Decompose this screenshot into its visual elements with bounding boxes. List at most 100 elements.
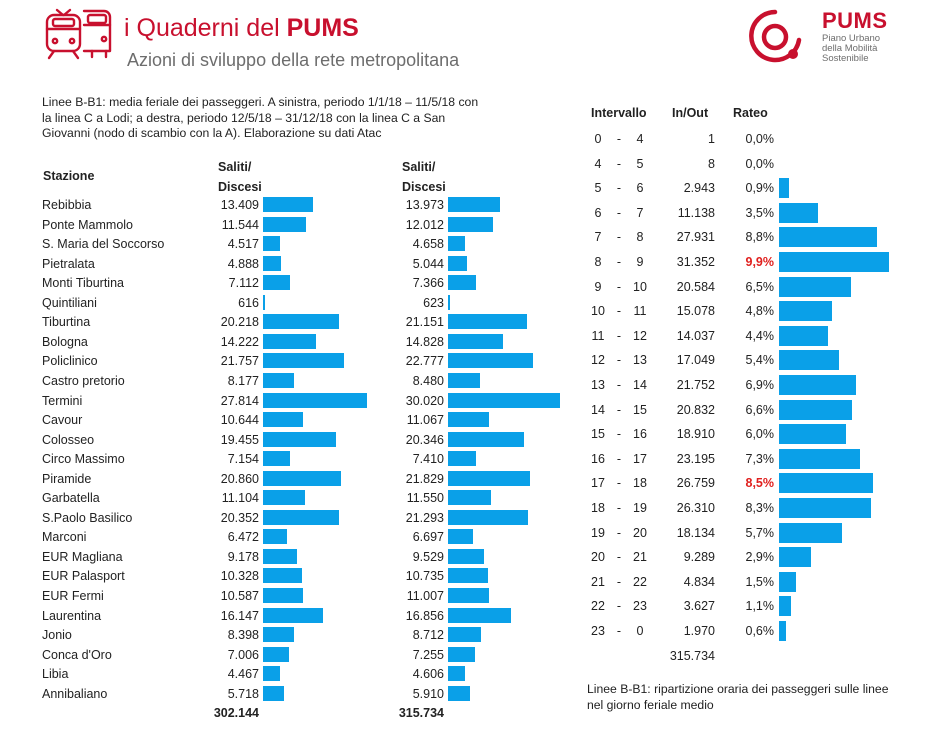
hour-bar <box>779 202 818 223</box>
value-label: 7.154 <box>227 452 259 467</box>
station-bar <box>448 236 466 252</box>
value-label: 14.222 <box>220 334 259 349</box>
logo-desc-line: della Mobilità <box>822 43 878 54</box>
hour-bar <box>779 473 874 494</box>
station-label: Annibaliano <box>42 686 108 701</box>
interval-from: 12 <box>591 353 605 368</box>
interval-from: 11 <box>591 328 605 343</box>
value-label: 7.112 <box>228 276 259 291</box>
value-label: 623 <box>423 295 444 310</box>
station-bar <box>263 275 290 291</box>
inout-value: 20.832 <box>676 402 715 417</box>
station-bar <box>263 568 302 584</box>
interval-from: 10 <box>591 304 605 319</box>
station-bar <box>448 568 489 584</box>
page-title: i Quaderni del PUMS <box>124 14 359 43</box>
station-bar <box>448 646 476 662</box>
station-label: EUR Palasport <box>42 569 125 584</box>
rate-label: 1,5% <box>745 574 775 589</box>
interval-to: 0 <box>636 624 644 638</box>
value-label: 11.067 <box>406 413 444 428</box>
value-label: 11.550 <box>406 491 444 506</box>
station-bar <box>448 607 511 623</box>
interval-to: 12 <box>633 328 647 343</box>
station-bar <box>263 255 282 271</box>
interval-separator: - <box>616 525 622 540</box>
rate-label: 4,8% <box>745 304 775 319</box>
value-label: 14.828 <box>405 334 444 349</box>
value-label: 27.814 <box>220 393 259 408</box>
interval-to: 10 <box>633 279 647 294</box>
value-label: 7.255 <box>412 647 444 662</box>
rate-label: 5,7% <box>745 525 775 540</box>
rate-label: 8,5% <box>745 476 775 491</box>
inout-value: 31.352 <box>676 255 715 269</box>
station-bar <box>448 392 561 408</box>
interval-to: 23 <box>633 599 647 614</box>
station-label: Jonio <box>42 628 72 643</box>
train-bus-icon <box>45 8 112 60</box>
inout-value: 1 <box>708 132 715 146</box>
interval-separator: - <box>616 550 622 565</box>
interval-from: 4 <box>594 156 602 171</box>
hour-bar <box>779 424 846 445</box>
right-chart-caption: Linee B-B1: ripartizione oraria dei pass… <box>587 682 889 712</box>
rate-label: 1,1% <box>745 599 775 614</box>
interval-from: 16 <box>591 451 605 466</box>
station-label: Policlinico <box>42 354 98 369</box>
value-label: 7.006 <box>227 647 259 662</box>
value-label: 20.218 <box>220 315 259 330</box>
value-label: 10.735 <box>405 569 444 584</box>
station-label: EUR Fermi <box>42 589 104 603</box>
value-label: 13.409 <box>220 198 259 212</box>
title-bold: PUMS <box>286 14 359 42</box>
interval-to: 13 <box>633 353 647 368</box>
value-label: 21.829 <box>405 471 444 486</box>
inout-value: 2.943 <box>683 181 715 196</box>
interval-from: 20 <box>591 550 605 565</box>
interval-separator: - <box>616 181 622 196</box>
value-label: 8.712 <box>412 628 444 643</box>
hour-bar <box>779 325 828 346</box>
station-label: Monti Tiburtina <box>42 276 124 291</box>
station-bar <box>448 353 534 369</box>
logo-description: Piano Urbano della Mobilità Sostenibile <box>822 34 922 64</box>
interval-header: Intervallo <box>591 106 647 120</box>
interval-from: 8 <box>594 255 602 269</box>
rate-label: 5,4% <box>745 353 775 368</box>
station-label: Quintiliani <box>42 295 97 310</box>
hourly-total: 315.734 <box>669 648 715 663</box>
station-bar <box>448 197 501 212</box>
station-label: Rebibbia <box>42 198 92 212</box>
rate-label: 8,8% <box>745 230 775 245</box>
station-bar <box>263 451 290 467</box>
inout-value: 26.759 <box>676 476 715 491</box>
station-bar <box>448 509 528 525</box>
station-label: S. Maria del Soccorso <box>42 237 165 252</box>
series1-header-line2: Discesi <box>218 180 262 194</box>
value-label: 10.587 <box>220 589 259 603</box>
station-bar <box>448 412 490 428</box>
hour-bar <box>779 375 856 395</box>
interval-separator: - <box>616 599 622 614</box>
interval-separator: - <box>616 132 622 146</box>
value-label: 7.366 <box>412 276 444 291</box>
value-label: 21.151 <box>405 315 444 330</box>
station-bar <box>448 470 530 486</box>
value-label: 8.398 <box>227 628 259 643</box>
interval-to: 6 <box>636 181 644 196</box>
rate-label: 6,5% <box>745 279 775 294</box>
station-bar <box>263 197 314 212</box>
station-label: Bologna <box>42 334 88 349</box>
station-label: Tiburtina <box>42 315 91 330</box>
interval-separator: - <box>616 451 622 466</box>
value-label: 6.472 <box>227 530 259 545</box>
value-label: 20.346 <box>405 432 444 447</box>
inout-value: 17.049 <box>676 353 715 368</box>
station-bar <box>448 490 492 506</box>
rate-label: 0,0% <box>745 132 775 146</box>
station-bar <box>263 333 317 349</box>
interval-from: 21 <box>591 574 605 589</box>
station-bar <box>448 451 476 467</box>
rate-label: 9,9% <box>745 255 775 269</box>
